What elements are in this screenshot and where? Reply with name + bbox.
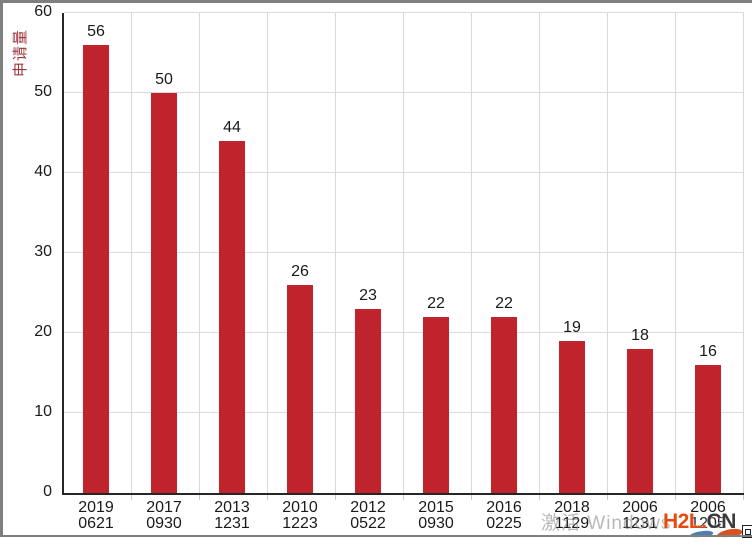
x-category-label: 2018 1129: [538, 500, 606, 532]
bar: [355, 309, 381, 493]
v-gridline: [403, 13, 404, 493]
bar-value-label: 22: [427, 295, 445, 312]
x-category-label: 2013 1231: [198, 500, 266, 532]
x-label-year: 2013: [214, 499, 250, 516]
h-gridline: [64, 12, 744, 13]
h2l-logo-text: H2L: [663, 510, 702, 533]
x-label-year: 2017: [146, 499, 182, 516]
bar-value-label: 22: [495, 295, 513, 312]
bar-value-label: 56: [87, 23, 105, 40]
x-label-year: 2006: [622, 499, 658, 516]
x-label-date: 0522: [350, 515, 386, 532]
bar: [627, 349, 653, 493]
y-tick-label: 60: [34, 3, 52, 20]
x-category-label: 2012 0522: [334, 500, 402, 532]
x-label-date: 0930: [418, 515, 454, 532]
x-label-year: 2006: [690, 499, 726, 516]
x-axis-tick: [539, 495, 540, 500]
v-gridline: [199, 13, 200, 493]
bar: [219, 141, 245, 493]
y-tick-label: 10: [34, 403, 52, 420]
y-tick-label: 50: [34, 83, 52, 100]
bar: [83, 45, 109, 493]
bar: [151, 93, 177, 493]
x-axis-tick: [675, 495, 676, 500]
x-axis-tick: [131, 495, 132, 500]
x-axis-tick: [607, 495, 608, 500]
y-tick-label: 40: [34, 163, 52, 180]
bar: [559, 341, 585, 493]
x-axis-tick: [199, 495, 200, 500]
x-label-year: 2019: [78, 499, 114, 516]
x-axis-tick: [743, 495, 744, 500]
y-tick-label: 0: [43, 483, 52, 500]
v-gridline: [335, 13, 336, 493]
bar-value-label: 19: [563, 319, 581, 336]
x-label-date: 1231: [622, 515, 658, 532]
h2l-logo: H2L.CN: [663, 510, 736, 534]
x-axis-tick: [471, 495, 472, 500]
h-gridline: [64, 252, 744, 253]
x-label-year: 2015: [418, 499, 454, 516]
h-gridline: [64, 412, 744, 413]
x-label-date: 0621: [78, 515, 114, 532]
x-label-year: 2016: [486, 499, 522, 516]
x-label-year: 2010: [282, 499, 318, 516]
activate-windows-watermark: 激活 Windows: [541, 513, 672, 534]
bar-value-label: 44: [223, 119, 241, 136]
x-label-date: 0225: [486, 515, 522, 532]
x-category-label: 2006 1231: [606, 500, 674, 532]
h2l-logo-cn: CN: [706, 510, 737, 533]
v-gridline: [471, 13, 472, 493]
x-label-date: 0930: [146, 515, 182, 532]
x-category-label: 2010 1223: [266, 500, 334, 532]
plot-area: [62, 12, 744, 500]
x-label-year: 2012: [350, 499, 386, 516]
bar-value-label: 26: [291, 263, 309, 280]
v-gridline: [743, 13, 744, 493]
y-tick-label: 30: [34, 243, 52, 260]
bar-value-label: 16: [699, 343, 717, 360]
v-gridline: [539, 13, 540, 493]
y-axis-title: 申请量: [12, 29, 29, 78]
x-category-label: 2019 0621: [62, 500, 130, 532]
x-axis-tick: [403, 495, 404, 500]
x-label-year: 2018: [554, 499, 590, 516]
h2l-logo-dot: .: [701, 510, 707, 533]
x-category-label: 2015 0930: [402, 500, 470, 532]
frame-left-border: [0, 0, 3, 537]
x-label-date: 1231: [214, 515, 250, 532]
x-label-date: 1205: [690, 515, 726, 532]
bar: [423, 317, 449, 493]
bar-value-label: 18: [631, 327, 649, 344]
bar: [287, 285, 313, 493]
bar-value-label: 50: [155, 71, 173, 88]
v-gridline: [675, 13, 676, 493]
bar: [695, 365, 721, 493]
corner-partial-glyph-icon: [742, 525, 752, 538]
x-category-label: 2016 0225: [470, 500, 538, 532]
x-category-label: 2017 0930: [130, 500, 198, 532]
v-gridline: [267, 13, 268, 493]
v-gridline: [131, 13, 132, 493]
h-gridline: [64, 172, 744, 173]
v-gridline: [607, 13, 608, 493]
bar-value-label: 23: [359, 287, 377, 304]
y-tick-label: 20: [34, 323, 52, 340]
x-axis-tick: [267, 495, 268, 500]
x-category-label: 2006 1205: [674, 500, 742, 532]
x-label-date: 1129: [554, 515, 590, 532]
x-axis-tick: [335, 495, 336, 500]
h-gridline: [64, 92, 744, 93]
bar: [491, 317, 517, 493]
x-label-date: 1223: [282, 515, 318, 532]
frame-top-border: [0, 0, 752, 3]
frame-bottom-border: [0, 535, 752, 537]
h-gridline: [64, 332, 744, 333]
